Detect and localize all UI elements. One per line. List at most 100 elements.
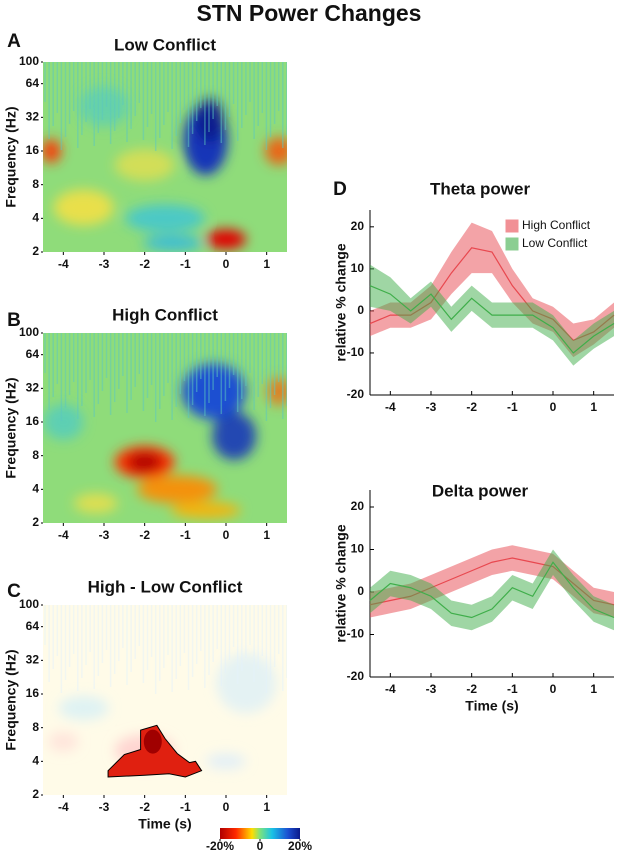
x-tick-label: -2	[139, 800, 150, 814]
x-tick-label: -1	[180, 257, 191, 271]
y-tick-label: 100	[19, 597, 39, 611]
x-tick-label: 0	[223, 800, 230, 814]
y-tick-label: 100	[19, 325, 39, 339]
heatmap-blob	[79, 86, 129, 127]
heatmap-blob	[170, 502, 241, 519]
heatmap-blob	[125, 204, 205, 233]
y-tick-label: 16	[26, 686, 40, 700]
x-axis-label: Time (s)	[465, 698, 518, 714]
y-tick-label: 8	[32, 177, 39, 191]
mean-line	[369, 285, 615, 354]
y-tick-label: 2	[32, 244, 39, 258]
x-tick-label: 0	[223, 528, 230, 542]
y-tick-label: 32	[26, 653, 40, 667]
x-tick-label: -3	[99, 528, 110, 542]
heatmap-blob	[73, 493, 118, 514]
heatmap-blob	[266, 377, 287, 406]
x-tick-label: -2	[139, 257, 150, 271]
y-tick-label: -20	[347, 387, 365, 401]
x-tick-label: 1	[263, 528, 270, 542]
x-tick-label: -3	[99, 257, 110, 271]
heatmap-blob	[53, 189, 114, 226]
y-tick-label: 10	[351, 261, 365, 275]
x-tick-label: -4	[385, 400, 396, 414]
y-tick-label: 0	[357, 584, 364, 598]
y-tick-label: 64	[26, 76, 40, 90]
y-tick-label: 16	[26, 414, 40, 428]
legend-swatch	[505, 237, 519, 251]
x-tick-label: -2	[466, 400, 477, 414]
x-tick-label: -1	[180, 528, 191, 542]
legend-swatch	[505, 219, 519, 233]
y-axis-label: relative % change	[333, 524, 349, 642]
x-tick-label: -1	[507, 682, 518, 696]
x-tick-label: 0	[550, 682, 557, 696]
x-tick-label: -2	[139, 528, 150, 542]
y-tick-label: 8	[32, 448, 39, 462]
heatmap	[43, 333, 287, 523]
y-tick-label: 8	[32, 720, 39, 734]
y-tick-label: -10	[347, 345, 365, 359]
panel-label: B	[7, 310, 21, 331]
heatmap-blob	[48, 731, 79, 752]
y-tick-label: 32	[26, 381, 40, 395]
y-tick-label: 100	[19, 54, 39, 68]
x-tick-label: -4	[385, 682, 396, 696]
x-tick-label: 0	[550, 400, 557, 414]
x-tick-label: -1	[180, 800, 191, 814]
significance-core	[143, 729, 162, 754]
chart-title: High - Low Conflict	[88, 577, 243, 596]
y-tick-label: 32	[26, 110, 40, 124]
chart-title: Delta power	[432, 481, 529, 500]
y-tick-label: 20	[351, 499, 365, 513]
y-tick-label: 20	[351, 219, 365, 233]
heatmap-blob	[212, 411, 257, 460]
y-axis-label: relative % change	[333, 243, 349, 361]
y-tick-label: 0	[357, 303, 364, 317]
heatmap-blobs	[43, 363, 287, 519]
heatmap	[43, 62, 287, 252]
y-tick-label: 16	[26, 143, 40, 157]
y-tick-label: 4	[32, 754, 39, 768]
x-tick-label: -3	[99, 800, 110, 814]
chart-title: High Conflict	[112, 305, 218, 324]
x-tick-label: 1	[590, 682, 597, 696]
panel-label: C	[7, 581, 21, 602]
colorbar-tick-label: 20%	[288, 839, 312, 853]
heatmap-blob	[137, 475, 218, 504]
heatmap-blob	[58, 695, 109, 720]
heatmap-blob	[43, 139, 62, 164]
y-tick-label: 4	[32, 482, 39, 496]
x-tick-label: -3	[426, 682, 437, 696]
y-axis-label: Frequency (Hz)	[3, 649, 19, 750]
x-tick-label: -1	[507, 400, 518, 414]
heatmap-blob	[206, 753, 246, 770]
colorbar-tick-label: 0	[257, 839, 264, 853]
x-tick-label: 1	[263, 257, 270, 271]
x-tick-label: -4	[58, 528, 69, 542]
y-tick-label: 4	[32, 211, 39, 225]
colorbar-tick-label: -20%	[206, 839, 234, 853]
heatmap-blob	[206, 229, 246, 250]
panel-label: D	[333, 179, 347, 200]
x-axis-label: Time (s)	[138, 816, 191, 832]
legend-label: Low Conflict	[522, 236, 588, 250]
y-tick-label: 2	[32, 515, 39, 529]
x-tick-label: -4	[58, 257, 69, 271]
y-axis-label: Frequency (Hz)	[3, 377, 19, 478]
y-tick-label: 10	[351, 542, 365, 556]
y-tick-label: 2	[32, 787, 39, 801]
heatmap-blobs	[43, 86, 287, 252]
heatmap-blob	[264, 137, 287, 166]
y-tick-label: -10	[347, 627, 365, 641]
heatmap	[43, 605, 287, 795]
heatmap-blob	[126, 452, 163, 473]
heatmap-blob	[43, 404, 84, 441]
x-tick-label: -2	[466, 682, 477, 696]
chart-title: Theta power	[430, 179, 531, 198]
figure-title: STN Power Changes	[197, 0, 422, 26]
chart-title: Low Conflict	[114, 35, 216, 54]
heatmap-blob	[216, 653, 277, 714]
colorbar	[220, 828, 300, 839]
